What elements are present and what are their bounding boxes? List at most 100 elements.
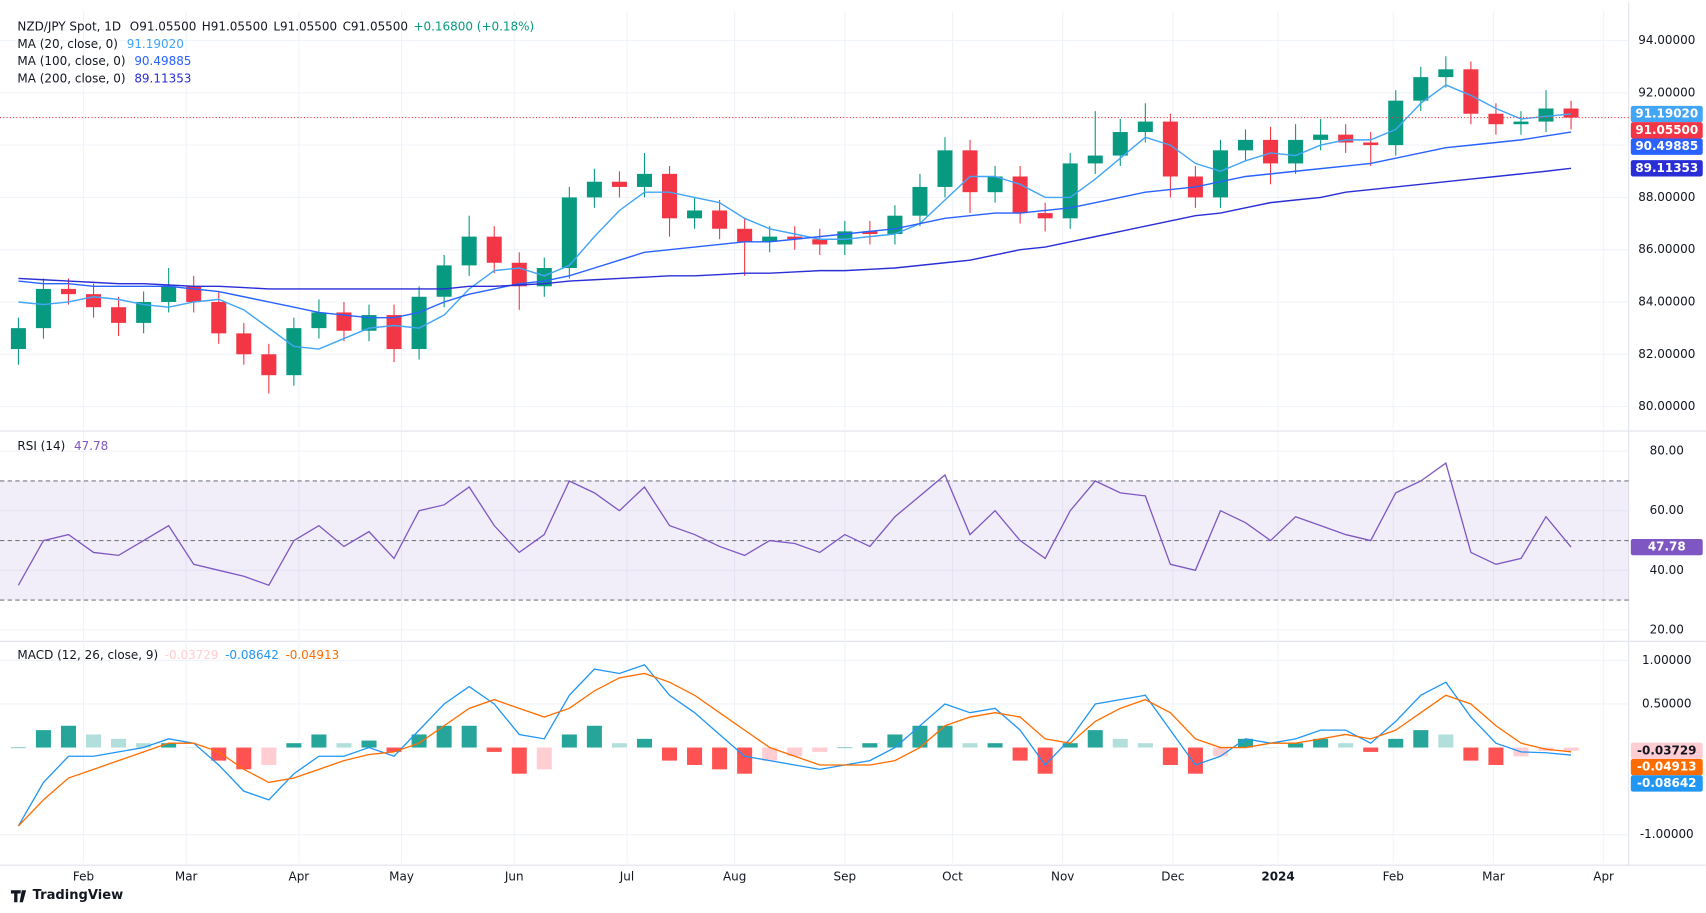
histogram-bar	[286, 743, 302, 748]
value-tag-label: 91.19020	[1635, 106, 1698, 120]
histogram-bar	[1438, 734, 1454, 748]
histogram-bar	[1187, 747, 1203, 774]
histogram-bar	[762, 747, 778, 761]
legend-name: MA (100, close, 0)	[17, 54, 125, 68]
candle-body	[1313, 134, 1329, 140]
legend-row: NZD/JPY Spot, 1D O91.05500 H91.05500 L91.05…	[17, 19, 534, 33]
candle-body	[937, 150, 953, 187]
histogram-bar	[561, 734, 577, 748]
value-tag	[1630, 138, 1703, 155]
histogram-bar	[937, 725, 953, 748]
candle-body	[186, 286, 202, 302]
y-tick-label: 0.50000	[1642, 696, 1692, 710]
histogram-bar	[636, 738, 652, 748]
candle-body	[1112, 132, 1128, 156]
histogram-bar	[1037, 747, 1053, 774]
logo-icon	[10, 890, 27, 903]
legend-row: RSI (14) 47.78	[17, 438, 108, 452]
x-tick-label: Mar	[175, 870, 198, 884]
change-value: +0.16800 (+0.18%)	[413, 19, 534, 33]
histogram-bar	[837, 747, 853, 749]
histogram-bar	[987, 743, 1003, 748]
candle-body	[737, 228, 753, 242]
value-tag	[1630, 122, 1703, 139]
histogram-bar	[586, 725, 602, 748]
histogram-bar	[1137, 743, 1153, 748]
ohlc-value: C91.05500	[343, 19, 408, 33]
y-tick-label: 1.00000	[1642, 653, 1692, 667]
candle-body	[812, 239, 828, 245]
histogram-bar	[787, 747, 803, 757]
x-tick-label: Feb	[1383, 870, 1404, 884]
histogram-bar	[1062, 743, 1078, 748]
histogram-bar	[611, 743, 627, 748]
candle-body	[111, 307, 127, 323]
candle-body	[1363, 142, 1379, 146]
y-tick-label: 40.00	[1650, 563, 1684, 577]
histogram-bar	[236, 747, 252, 770]
histogram-bar	[1087, 730, 1103, 748]
candle-body	[687, 210, 703, 219]
histogram-bar	[1388, 738, 1404, 748]
legend-value: 47.78	[74, 438, 108, 452]
candle-body	[361, 315, 377, 331]
value-tag-label: 91.05500	[1635, 123, 1698, 137]
histogram-bar	[687, 747, 703, 765]
candle-body	[862, 231, 878, 235]
histogram-bar	[1288, 743, 1304, 748]
candle-body	[662, 173, 678, 219]
candle-body	[261, 354, 277, 376]
value-tag-label: 89.11353	[1635, 161, 1698, 175]
candle-body	[912, 186, 928, 216]
legend-value: 89.11353	[134, 71, 191, 85]
candle-body	[561, 197, 577, 268]
candle-body	[987, 176, 1003, 193]
candle-body	[1388, 100, 1404, 146]
histogram-bar	[461, 725, 477, 748]
candle-body	[1488, 113, 1504, 125]
legend-row: MA (100, close, 0) 90.49885	[17, 54, 191, 68]
ohlc-value: L91.05500	[273, 19, 337, 33]
y-tick-label: 60.00	[1650, 503, 1684, 517]
y-tick-label: 92.00000	[1638, 85, 1695, 99]
moving-average	[18, 167, 1572, 290]
symbol-title: NZD/JPY Spot, 1D	[17, 19, 121, 33]
candle-body	[1563, 108, 1579, 118]
histogram-bar	[311, 734, 327, 748]
histogram-bar	[1212, 747, 1228, 757]
histogram-bar	[1012, 747, 1028, 761]
x-tick-label: May	[389, 870, 414, 884]
histogram-bar	[386, 747, 402, 752]
legend-value: -0.03729	[165, 647, 219, 661]
value-tag	[1630, 742, 1703, 759]
histogram-bar	[1488, 747, 1504, 765]
y-tick-label: 82.00000	[1638, 347, 1695, 361]
legend-row: MACD (12, 26, close, 9) -0.03729 -0.08642-…	[17, 647, 339, 661]
value-tag-label: 47.78	[1648, 540, 1686, 554]
candle-body	[636, 173, 652, 187]
histogram-bar	[912, 725, 928, 748]
candle-body	[436, 265, 452, 297]
histogram-bar	[1313, 738, 1329, 748]
legend-row: MA (200, close, 0) 89.11353	[17, 71, 191, 85]
histogram-bar	[712, 747, 728, 770]
histogram-bar	[1463, 747, 1479, 761]
candle-body	[762, 236, 778, 242]
value-tag	[1630, 758, 1703, 776]
macd-line	[17, 663, 1572, 827]
candle-body	[136, 301, 152, 323]
candle-body	[1037, 213, 1053, 219]
y-tick-label: 80.00000	[1638, 399, 1695, 413]
x-tick-label: Apr	[289, 870, 310, 884]
candle-body	[1413, 77, 1429, 101]
value-tag-label: 90.49885	[1635, 139, 1698, 153]
brand-name: TradingView	[33, 888, 124, 903]
candle-body	[611, 181, 627, 187]
candle-body	[60, 288, 77, 295]
value-tag	[1630, 105, 1703, 123]
legend-value: -0.08642	[225, 647, 279, 661]
histogram-bar	[60, 725, 77, 748]
histogram-bar	[10, 747, 26, 749]
